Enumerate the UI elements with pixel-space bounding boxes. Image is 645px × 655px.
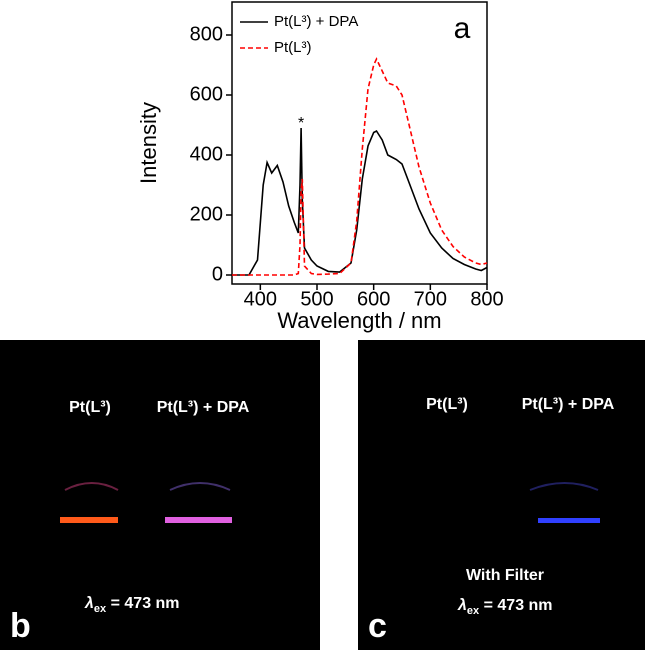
subscript: ex xyxy=(467,605,480,617)
panel-label: b xyxy=(10,607,31,645)
series-line xyxy=(232,127,488,276)
sample-label: Pt(L³) xyxy=(426,396,468,413)
x-tick-label: 600 xyxy=(357,288,390,310)
x-axis-label: Wavelength / nm xyxy=(277,308,441,333)
glow xyxy=(169,482,231,491)
series-line xyxy=(232,57,488,276)
x-tick-label: 700 xyxy=(414,288,447,310)
y-tick-label: 600 xyxy=(190,83,223,105)
symbol: λ xyxy=(84,595,94,612)
x-tick-label: 400 xyxy=(244,288,277,310)
legend-label: Pt(L³) xyxy=(274,39,312,56)
photo-c xyxy=(358,340,645,650)
sample-label: Pt(L³) + DPA xyxy=(522,396,615,413)
x-tick-label: 800 xyxy=(470,288,503,310)
annotation: a xyxy=(454,12,471,45)
symbol: λ xyxy=(457,597,467,614)
photo-b xyxy=(0,340,320,650)
glow xyxy=(64,482,119,491)
glow xyxy=(529,482,599,491)
sample-label: Pt(L³) xyxy=(69,399,111,416)
plot-frame xyxy=(231,1,488,285)
chart: 0 200 400 600 800 400 500 600 700 800 Wavelength /… xyxy=(136,1,504,333)
y-tick-label: 800 xyxy=(190,23,223,45)
subscript: ex xyxy=(94,603,107,615)
excitation: λex = 473 nm xyxy=(457,597,553,617)
rest: = 473 nm xyxy=(479,597,552,614)
y-axis-label: Intensity xyxy=(136,102,161,184)
legend-label: Pt(L³) + DPA xyxy=(274,13,358,30)
note: With Filter xyxy=(466,567,544,584)
x-tick-label: 500 xyxy=(300,288,333,310)
annotation: * xyxy=(298,115,304,132)
y-tick-label: 400 xyxy=(190,143,223,165)
glow-bar xyxy=(538,518,600,523)
excitation: λex = 473 nm xyxy=(84,595,180,615)
y-tick-label: 0 xyxy=(212,263,223,285)
y-tick-label: 200 xyxy=(190,203,223,225)
panel-label: c xyxy=(368,607,387,645)
glow-bar xyxy=(60,517,118,523)
sample-label: Pt(L³) + DPA xyxy=(157,399,250,416)
rest: = 473 nm xyxy=(106,595,179,612)
glow-bar xyxy=(165,517,232,523)
